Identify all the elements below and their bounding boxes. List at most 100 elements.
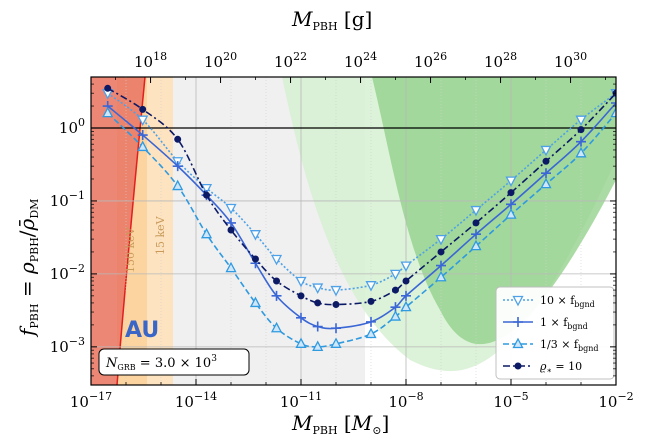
series-4-point [227, 226, 235, 234]
series-4-point [251, 255, 259, 263]
red-region [91, 77, 145, 385]
annot-150kev: 150 keV [124, 226, 137, 273]
series-2-point [312, 321, 323, 332]
series-1-point [137, 115, 149, 127]
series-4-point [367, 297, 375, 305]
series-2-point [436, 260, 446, 271]
svg-text:NGRB = 3.0 × 103: NGRB = 3.0 × 103 [105, 354, 217, 372]
series-1-point [270, 254, 283, 266]
series-1-point [435, 234, 447, 246]
y-axis-title: fPBH = ρPBH/ρ̄DM [15, 199, 41, 338]
axes: 10−17 10−14 10−11 10−8 10−5 10−2 1018 1020 1022 1… [50, 50, 634, 411]
series-3-point [575, 146, 587, 158]
series-2-point [401, 290, 411, 301]
series-2-point [366, 316, 376, 327]
legend-marker-4 [514, 362, 522, 370]
y-tick-label: 10−3 [50, 335, 85, 356]
series-2-point [611, 98, 616, 109]
series-2-point [331, 323, 341, 334]
series-3-point [172, 179, 184, 191]
series-4-point [297, 292, 305, 300]
legend-marker-1 [512, 295, 524, 307]
series-3-point [137, 140, 149, 152]
series-2-point [506, 199, 516, 210]
series-4-point [203, 191, 211, 199]
series-4-point [391, 286, 399, 294]
y-tick-label: 100 [59, 116, 85, 137]
plot-frame [90, 76, 617, 386]
series-1-point [330, 285, 342, 297]
legend-label-3: 1/3 × f [540, 338, 579, 351]
legend-label-4-rest: = 10 [552, 360, 582, 373]
green-region [372, 77, 616, 345]
x-axis-title-bottom: MPBH [M⊙] [291, 411, 389, 437]
x-tick-label-top: 1018 [134, 50, 167, 71]
x-tick-label-top: 1028 [484, 50, 517, 71]
series-3-point [435, 270, 447, 282]
legend-label-4: ϱ [540, 360, 547, 373]
legend-marker-2 [513, 317, 523, 327]
series-2-point [226, 217, 236, 228]
series-3-point [610, 106, 616, 118]
ngrb-sub: GRB [117, 363, 135, 372]
legend-marker-3 [512, 337, 524, 349]
series-4-point [139, 105, 147, 113]
x-tick-label-top: 1024 [344, 50, 377, 71]
legend-label-1-sub: bgnd [574, 300, 595, 309]
series-3-point [295, 337, 307, 348]
series-4-point [174, 135, 182, 143]
series-1-point [225, 203, 237, 215]
series-3-point [389, 310, 402, 321]
ngrb-value: = 3.0 × 10 [136, 356, 212, 371]
series-3-point [270, 321, 283, 333]
series-3-point [200, 227, 213, 239]
series-1-point [295, 276, 307, 288]
x-tick-label-bottom: 10−8 [388, 390, 423, 411]
series-1-point [540, 145, 552, 157]
x-tick-label-top: 1030 [554, 50, 587, 71]
legend-label-4-sub: ∗ [546, 366, 551, 375]
series-3-point [330, 337, 342, 348]
annot-15kev: 15 keV [154, 215, 167, 255]
series-4-point [314, 299, 322, 307]
svg-text:1/3 × fbgnd: 1/3 × fbgnd [540, 338, 599, 353]
x-tick-label-bottom: 10−11 [280, 390, 322, 411]
ngrb-exp: 3 [211, 354, 217, 364]
legend-label-1: 10 × f [540, 294, 575, 307]
series-2-point [296, 312, 306, 323]
series-1-point [575, 115, 587, 127]
series-4-point [332, 301, 340, 309]
x-tick-label-top: 1022 [274, 50, 307, 71]
series-4-point [472, 219, 480, 227]
series-4-point [507, 189, 515, 197]
series-3-point [312, 340, 324, 352]
series-4-point [402, 277, 410, 285]
series-1-point [389, 269, 402, 281]
series-group [102, 84, 616, 352]
x-tick-label-bottom: 10−14 [175, 390, 217, 411]
ngrb-box: NGRB = 3.0 × 103 [98, 348, 250, 376]
series-4-point [437, 248, 445, 256]
x-axis-title-top: MPBH [g] [291, 7, 372, 33]
legend-label-2-sub: bgnd [567, 322, 588, 331]
series-1-point [470, 205, 482, 217]
svg-text:ϱ∗ = 10: ϱ∗ = 10 [540, 360, 582, 375]
series-1-point [200, 183, 213, 195]
legend-label-2: 1 × f [540, 316, 568, 329]
y-tick-label: 10−2 [50, 262, 85, 283]
ngrb-prefix: N [105, 356, 118, 371]
series-3-point [225, 261, 237, 273]
series-2-point [271, 290, 282, 301]
series-2-point [576, 136, 586, 147]
x-tick-label-top: 1026 [414, 50, 447, 71]
svg-text:1 × fbgnd: 1 × fbgnd [540, 316, 588, 331]
series-1-point [312, 283, 324, 294]
series-4-point [542, 157, 550, 165]
series-2-point [137, 130, 148, 141]
x-tick-label-top: 1020 [204, 50, 237, 71]
series-2-point [541, 168, 551, 179]
x-tick-label-bottom: 10−2 [598, 390, 633, 411]
legend-swatches [503, 295, 533, 370]
series-4-point [104, 84, 112, 92]
